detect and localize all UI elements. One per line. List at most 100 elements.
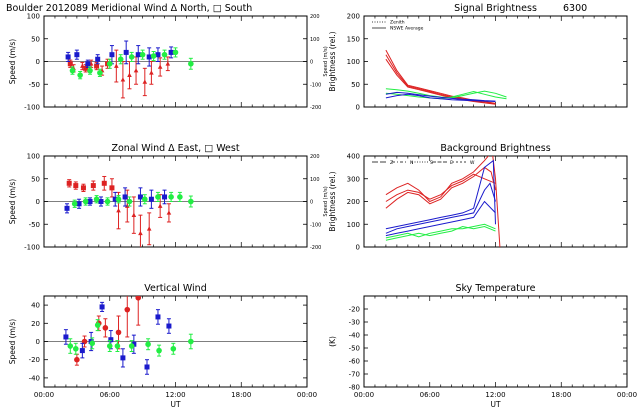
data-point <box>168 49 174 55</box>
data-point <box>162 194 168 200</box>
y2-tick-label: 100 <box>310 37 320 43</box>
legend-entry: N <box>410 160 413 166</box>
data-point <box>123 49 129 55</box>
data-point <box>146 226 152 231</box>
plot-frame <box>363 295 628 388</box>
data-point <box>188 198 194 205</box>
x-axis-label: UT <box>490 400 500 409</box>
series-line <box>385 54 496 105</box>
data-point <box>166 323 172 329</box>
y-tick-label: 40 <box>31 302 40 310</box>
data-point <box>142 196 148 203</box>
data-point <box>114 63 119 68</box>
data-point <box>67 61 73 67</box>
data-point <box>157 203 163 208</box>
data-point <box>72 345 79 352</box>
y-tick-label: 150 <box>347 35 360 43</box>
y2-tick-label: -100 <box>310 82 321 88</box>
series-line <box>385 200 496 237</box>
plot-area <box>63 296 194 375</box>
y-tick-label: -50 <box>29 221 40 229</box>
data-point <box>131 341 137 347</box>
data-point <box>149 70 154 75</box>
y-tick-label: 100 <box>347 221 360 229</box>
chart-title: Sky Temperature <box>455 283 535 294</box>
panel-zonal: Zonal Wind Δ East, □ West -100 -50 0 50 100 -2… <box>8 143 329 252</box>
panel-vertical: Vertical Wind -40 -20 0 20 40 00:00 06:00 12:00 1… <box>8 283 317 409</box>
data-point <box>157 64 163 69</box>
wavelength-label: 6300 <box>563 3 587 14</box>
y2-axis-label: Speed (m/s) <box>323 186 329 216</box>
y-tick-label: -50 <box>349 345 360 353</box>
data-point <box>94 63 100 69</box>
data-point <box>109 52 115 58</box>
data-point <box>126 198 133 205</box>
y2-tick-label: 0 <box>310 60 313 66</box>
series-line <box>385 156 501 247</box>
data-point <box>77 72 83 78</box>
data-point <box>89 340 96 347</box>
data-point <box>104 198 111 205</box>
y-tick-label: 200 <box>347 13 360 21</box>
y-tick-label: 50 <box>351 81 360 89</box>
y-tick-label: 0 <box>36 198 40 206</box>
x-tick-label: 00:00 <box>297 391 317 399</box>
data-point <box>137 194 143 200</box>
data-point <box>146 54 152 60</box>
x-tick-label: 18:00 <box>231 391 251 399</box>
data-point <box>115 196 122 203</box>
y-tick-label: -20 <box>29 356 40 364</box>
data-point <box>97 70 103 76</box>
y2-tick-label: -200 <box>310 245 321 251</box>
y-tick-label: -60 <box>349 358 360 366</box>
data-point <box>85 61 91 67</box>
data-point <box>106 343 113 349</box>
data-point <box>122 194 128 200</box>
data-point <box>99 304 105 310</box>
data-point <box>87 199 93 204</box>
y-tick-label: -50 <box>29 81 40 89</box>
series-line <box>385 182 496 234</box>
data-point <box>108 337 114 343</box>
data-point <box>124 306 131 313</box>
data-point <box>168 194 174 200</box>
data-point <box>98 199 104 204</box>
data-point <box>71 200 78 207</box>
y-tick-label: -100 <box>24 104 40 112</box>
legend-entry: S <box>430 160 433 166</box>
series-line <box>385 159 496 230</box>
panel-skytemp: Sky Temperature -80 -70 -60 -50 -40 -30 -20 00:0… <box>328 283 637 409</box>
data-point <box>64 205 70 211</box>
x-tick-label: 12:00 <box>485 391 505 399</box>
data-point <box>142 79 148 84</box>
plot-area <box>385 49 507 105</box>
panel-background: Background Brightness 0 100 200 300 400 Bright… <box>328 143 628 252</box>
data-point <box>109 185 115 191</box>
series-line <box>385 58 496 105</box>
data-point <box>135 296 142 301</box>
data-point <box>120 77 126 82</box>
data-point <box>138 230 143 236</box>
y-tick-label: -70 <box>349 371 360 379</box>
y2-tick-label: 0 <box>310 200 313 206</box>
chart-title: Vertical Wind <box>144 283 206 294</box>
y-tick-label: -40 <box>29 374 40 382</box>
data-point <box>133 68 139 73</box>
data-point <box>101 180 107 186</box>
data-point <box>131 212 137 217</box>
data-point <box>166 210 172 215</box>
y-tick-label: 50 <box>31 35 40 43</box>
y-axis-label: Speed (m/s) <box>8 319 17 365</box>
series-line <box>385 166 496 209</box>
x-axis-label: UT <box>170 400 180 409</box>
plot-area <box>64 175 194 247</box>
y2-tick-label: -200 <box>310 105 321 111</box>
y-tick-label: 400 <box>347 153 360 161</box>
x-tick-label: 00:00 <box>354 391 374 399</box>
plot-area <box>385 156 501 247</box>
data-point <box>120 355 126 361</box>
data-point <box>135 52 141 58</box>
data-point <box>117 56 124 63</box>
series-line <box>385 225 496 241</box>
